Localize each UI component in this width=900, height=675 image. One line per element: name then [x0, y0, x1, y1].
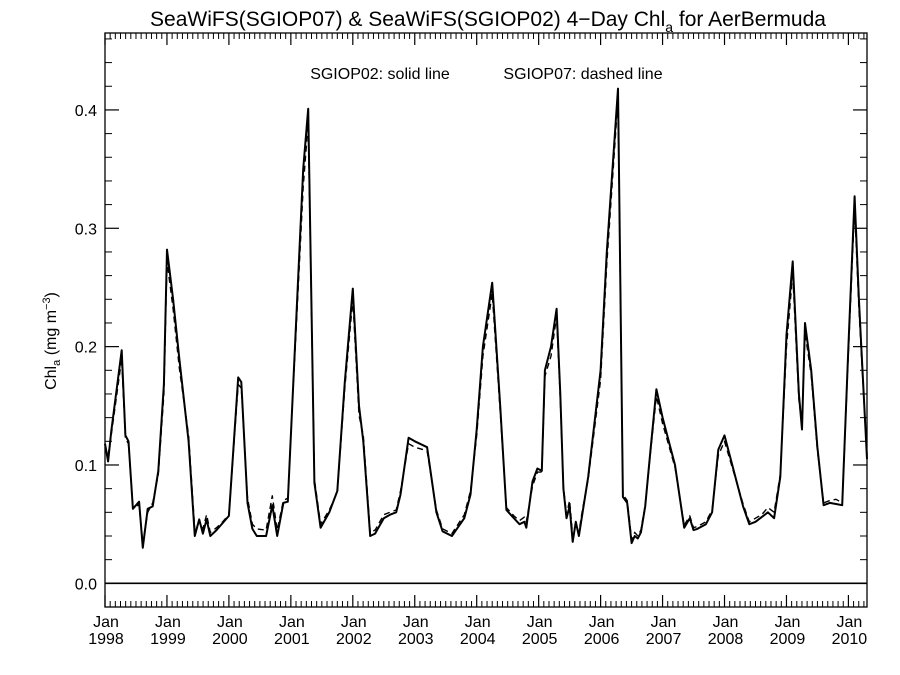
y-axis-label-subscript: a: [51, 359, 63, 366]
y-axis-label-main: Chl: [43, 366, 60, 390]
y-tick-label: 0.0: [75, 576, 97, 593]
x-tick-label-month: Jan: [279, 614, 305, 631]
x-tick-label-month: Jan: [465, 614, 491, 631]
chart-title: SeaWiFS(SGIOP07) & SeaWiFS(SGIOP02) 4−Da…: [150, 8, 826, 35]
x-tick-label-year: 1999: [150, 631, 186, 648]
y-tick-label: 0.3: [75, 221, 97, 238]
x-tick-label-year: 2002: [336, 631, 372, 648]
x-tick-label-month: Jan: [651, 614, 677, 631]
x-tick-label-month: Jan: [93, 614, 119, 631]
x-tick-label-month: Jan: [589, 614, 615, 631]
x-tick-label-month: Jan: [403, 614, 429, 631]
x-tick-label-year: 2008: [708, 631, 744, 648]
ticks-layer: 0.00.10.20.30.4Jan1998Jan1999Jan2000Jan2…: [75, 33, 868, 648]
x-tick-label-year: 2009: [770, 631, 806, 648]
x-tick-label-year: 2010: [832, 631, 868, 648]
chart-title-suffix: for AerBermuda: [673, 8, 826, 31]
x-tick-label-year: 1998: [88, 631, 124, 648]
x-tick-label-year: 2007: [646, 631, 682, 648]
annotation-dashed-line: SGIOP07: dashed line: [503, 66, 662, 83]
chart-title-subscript: a: [665, 19, 673, 35]
x-tick-label-month: Jan: [837, 614, 863, 631]
x-tick-label-month: Jan: [155, 614, 181, 631]
x-tick-label-month: Jan: [217, 614, 243, 631]
plot-frame: [104, 32, 868, 608]
y-axis-label: Chla (mg m−3): [41, 292, 63, 390]
y-axis-label-close: ): [43, 292, 60, 297]
chart-title-prefix: SeaWiFS(SGIOP07) & SeaWiFS(SGIOP02) 4−Da…: [150, 8, 665, 31]
x-tick-label-year: 2004: [460, 631, 496, 648]
annotation-solid-line: SGIOP02: solid line: [310, 66, 450, 83]
x-tick-label-month: Jan: [341, 614, 367, 631]
y-tick-label: 0.2: [75, 340, 97, 357]
series-layer: [104, 87, 868, 585]
y-tick-label: 0.1: [75, 458, 97, 475]
x-tick-label-year: 2000: [212, 631, 248, 648]
y-axis-label-units-superscript: −3: [41, 297, 53, 310]
x-tick-label-year: 2003: [398, 631, 434, 648]
y-axis-label-units: (mg m: [43, 310, 60, 360]
x-tick-label-month: Jan: [527, 614, 553, 631]
y-tick-label: 0.4: [75, 103, 97, 120]
x-tick-label-month: Jan: [713, 614, 739, 631]
series-line-dashed: [104, 97, 868, 544]
x-tick-label-year: 2006: [584, 631, 620, 648]
series-line-solid: [104, 87, 868, 549]
x-tick-label-year: 2005: [522, 631, 558, 648]
x-tick-label-month: Jan: [775, 614, 801, 631]
x-tick-label-year: 2001: [274, 631, 310, 648]
